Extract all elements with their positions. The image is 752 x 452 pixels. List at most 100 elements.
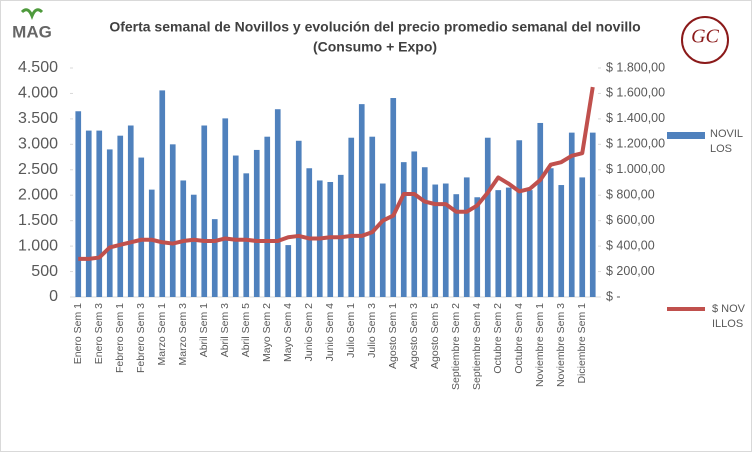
bar [526,190,533,297]
bar [505,187,512,297]
legend-label: NOVILLOS [710,128,744,155]
x-tick-label: Junio Sem 4 [324,303,336,362]
bar [474,197,481,297]
x-tick-label: Julio Sem 1 [345,303,357,358]
bar [295,140,302,297]
logo-text: MAG [12,22,52,41]
bar [285,245,292,297]
bar [442,183,449,297]
chart-title: Oferta semanal de Novillos y evolución d… [109,19,640,35]
y-tick-label: 4.000 [18,85,58,102]
x-tick-label: Mayo Sem 2 [261,303,273,362]
bar [369,136,376,297]
x-tick-label: Septiembre Sem 2 [450,303,462,390]
x-tick-label: Noviembre Sem 3 [555,303,567,387]
bar [453,194,460,297]
bar [138,157,145,297]
bar [411,151,418,297]
x-tick-label: Enero Sem 1 [72,303,84,364]
bar [96,130,103,297]
y2-tick-label: $ 1.400,00 [606,111,665,125]
y-tick-label: 3.500 [18,110,58,127]
logo-gc: GC [681,16,729,64]
bar [432,184,439,297]
x-tick-label: Diciembre Sem 1 [576,303,588,384]
bar [274,109,281,297]
x-tick-label: Marzo Sem 1 [156,303,168,366]
bar [400,162,407,297]
x-tick-label: Mayo Sem 4 [282,303,294,362]
bar [495,190,502,297]
y-tick-label: 0 [49,288,58,305]
bar [169,144,176,297]
x-tick-label: Agosto Sem 3 [408,303,420,369]
bar [253,149,260,297]
bar [75,111,82,297]
bar [568,132,575,297]
bar [379,183,386,297]
bar [159,90,166,297]
x-tick-label: Noviembre Sem 1 [534,303,546,387]
x-tick-label: Octubre Sem 2 [492,303,504,374]
bar [421,167,428,297]
y-tick-label: 3.000 [18,136,58,153]
y-tick-label: 1.500 [18,212,58,229]
bar [201,125,208,297]
bar [463,177,470,297]
logo-leaf [20,8,44,21]
bar [222,118,229,297]
bar [579,177,586,297]
bar [589,132,596,297]
x-tick-label: Junio Sem 2 [303,303,315,362]
y-tick-label: 1.000 [18,237,58,254]
y2-tick-label: $ 200,00 [606,264,655,278]
x-tick-label: Febrero Sem 3 [135,303,147,373]
bar [358,104,365,298]
x-tick-label: Abril Sem 5 [240,303,252,357]
y2-tick-label: $ 1.600,00 [606,86,665,100]
x-tick-label: Abril Sem 3 [219,303,231,357]
legend-label: $ NOVILLOS [712,303,746,330]
y2-tick-label: $ 1.800,00 [606,60,665,74]
bar [547,168,554,297]
y-tick-label: 2.000 [18,186,58,203]
x-tick-label: Octubre Sem 4 [513,303,525,374]
bar [127,125,134,297]
bar [232,155,239,297]
bar [148,189,155,297]
bar [558,185,565,297]
bar [327,181,334,297]
bar [243,173,250,297]
bar [264,136,271,297]
y2-tick-label: $ 800,00 [606,188,655,202]
x-tick-label: Enero Sem 3 [93,303,105,364]
bar [180,180,187,297]
bar [106,149,113,297]
bar [537,122,544,298]
y2-tick-label: $ 400,00 [606,238,655,252]
logo-circle [681,16,729,64]
x-tick-label: Septiembre Sem 4 [471,303,483,390]
legend-swatch [667,132,705,139]
chart-subtitle: (Consumo + Expo) [313,39,437,55]
bar [516,140,523,297]
x-tick-label: Marzo Sem 3 [177,303,189,366]
x-tick-label: Julio Sem 3 [366,303,378,358]
y-tick-label: 2.500 [18,161,58,178]
bar [211,219,218,297]
x-tick-label: Agosto Sem 1 [387,303,399,369]
y2-tick-label: $ - [606,289,621,303]
x-tick-label: Febrero Sem 1 [114,303,126,373]
line [78,86,595,261]
bar [117,135,124,297]
y2-tick-label: $ 1.000,00 [606,162,665,176]
bar [306,168,313,297]
x-tick-label: Abril Sem 1 [198,303,210,357]
y2-tick-label: $ 1.200,00 [606,137,665,151]
bar [348,137,355,297]
bar [85,130,92,297]
bar [190,194,197,297]
bar [484,137,491,297]
